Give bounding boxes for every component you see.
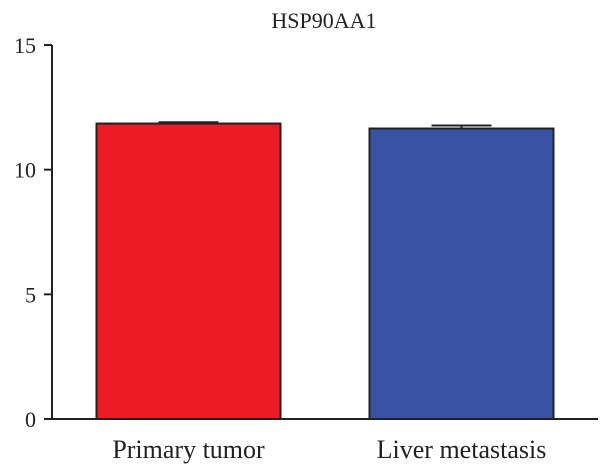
y-tick-label: 0 — [25, 407, 36, 432]
y-tick-label: 15 — [14, 33, 36, 58]
x-axis-labels: Primary tumor Liver metastasis — [112, 435, 546, 464]
chart-title: HSP90AA1 — [271, 8, 376, 33]
y-tick-label: 10 — [14, 158, 36, 183]
y-tick-label: 5 — [25, 282, 36, 307]
x-category-label: Liver metastasis — [377, 435, 547, 464]
y-axis-ticks: 0 5 10 15 — [14, 33, 52, 432]
bars-group — [95, 121, 555, 420]
bar — [368, 127, 555, 420]
x-category-label: Primary tumor — [112, 435, 265, 464]
bar — [95, 122, 282, 420]
